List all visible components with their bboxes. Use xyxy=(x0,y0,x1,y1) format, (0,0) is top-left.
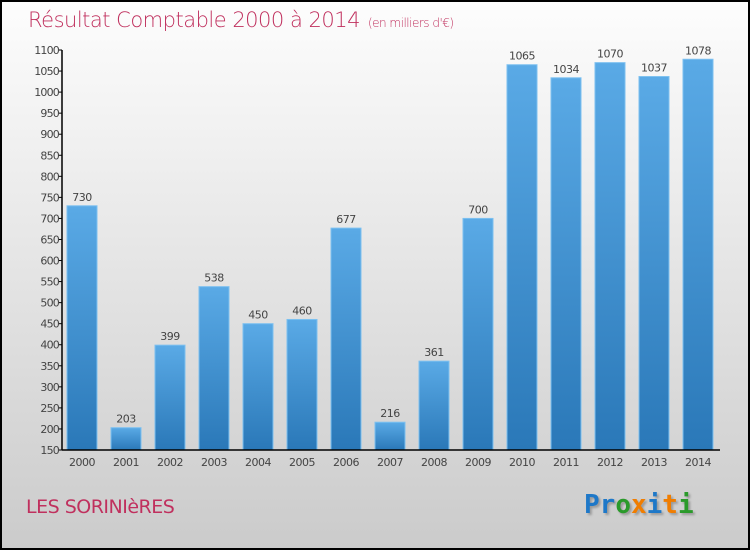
x-tick-label: 2007 xyxy=(377,456,403,469)
y-tick-label: 1100 xyxy=(34,44,60,57)
data-label: 361 xyxy=(424,346,444,359)
x-tick-label: 2006 xyxy=(333,456,359,469)
bar-2012 xyxy=(594,62,626,451)
logo-letter: i xyxy=(677,490,694,520)
bar-2005 xyxy=(286,318,318,451)
data-label: 730 xyxy=(72,191,92,204)
logo-letter: t xyxy=(662,490,678,520)
y-tick-label: 900 xyxy=(40,128,59,141)
data-label: 1078 xyxy=(685,44,711,57)
x-tick-label: 2011 xyxy=(553,456,579,469)
x-tick-label: 2002 xyxy=(157,456,183,469)
bar-2013 xyxy=(638,76,670,451)
y-tick-label: 400 xyxy=(40,339,59,352)
y-tick-label: 500 xyxy=(40,297,59,310)
town-name: LES SORINIèRES xyxy=(26,496,175,518)
y-tick-label: 350 xyxy=(40,360,59,373)
x-tick-label: 2005 xyxy=(289,456,315,469)
data-label: 1070 xyxy=(597,48,623,61)
data-label: 700 xyxy=(468,203,488,216)
y-tick-label: 150 xyxy=(40,444,59,457)
data-label: 1037 xyxy=(641,62,667,75)
y-tick-label: 800 xyxy=(40,170,59,183)
x-tick-label: 2000 xyxy=(69,456,95,469)
y-tick-label: 1050 xyxy=(34,65,60,78)
y-tick-label: 450 xyxy=(40,318,59,331)
data-label: 1034 xyxy=(553,63,579,76)
data-label: 677 xyxy=(336,213,356,226)
x-tick-label: 2010 xyxy=(509,456,535,469)
x-tick-label: 2013 xyxy=(641,456,667,469)
y-tick-label: 850 xyxy=(40,149,59,162)
y-tick-label: 1000 xyxy=(34,86,60,99)
data-label: 538 xyxy=(204,272,224,285)
data-label: 216 xyxy=(380,407,400,420)
bar-2000 xyxy=(66,205,98,451)
bar-2003 xyxy=(198,286,230,451)
data-label: 203 xyxy=(116,413,136,426)
bar-2011 xyxy=(550,77,582,451)
bar-2010 xyxy=(506,64,538,451)
logo-letter: r xyxy=(599,490,616,520)
data-label: 460 xyxy=(292,304,312,317)
x-tick-label: 2009 xyxy=(465,456,491,469)
y-tick-label: 300 xyxy=(40,381,59,394)
bar-2014 xyxy=(682,58,714,451)
data-label: 450 xyxy=(248,309,268,322)
x-tick-label: 2014 xyxy=(685,456,711,469)
y-tick-label: 250 xyxy=(40,402,59,415)
y-tick-label: 550 xyxy=(40,276,59,289)
logo-letter: P xyxy=(584,490,600,520)
x-tick-label: 2012 xyxy=(597,456,623,469)
bar-2006 xyxy=(330,227,362,451)
bar-2008 xyxy=(418,360,450,451)
y-tick-label: 950 xyxy=(40,107,59,120)
x-tick-label: 2001 xyxy=(113,456,139,469)
x-tick-label: 2008 xyxy=(421,456,447,469)
logo-letter: o xyxy=(615,490,631,520)
y-tick-label: 750 xyxy=(40,191,59,204)
y-tick-label: 700 xyxy=(40,212,59,225)
y-tick-label: 650 xyxy=(40,233,59,246)
chart-subtitle: (en milliers d'€) xyxy=(367,16,454,30)
title-text: Résultat Comptable 2000 à 2014 xyxy=(28,8,360,32)
x-tick-label: 2003 xyxy=(201,456,227,469)
bar-2004 xyxy=(242,323,274,451)
data-label: 399 xyxy=(160,330,180,343)
bar-2007 xyxy=(374,421,406,451)
x-tick-label: 2004 xyxy=(245,456,271,469)
bar-2009 xyxy=(462,217,494,451)
logo-letter: i xyxy=(646,490,663,520)
y-tick-label: 200 xyxy=(40,423,59,436)
bar-2002 xyxy=(154,344,186,451)
data-label: 1065 xyxy=(509,50,535,63)
bar-2001 xyxy=(110,427,142,451)
logo-letter: x xyxy=(630,490,647,520)
proxiti-logo: Proxiti xyxy=(584,490,694,520)
chart-title: Résultat Comptable 2000 à 2014 (en millie… xyxy=(28,8,454,32)
y-tick-label: 600 xyxy=(40,255,59,268)
